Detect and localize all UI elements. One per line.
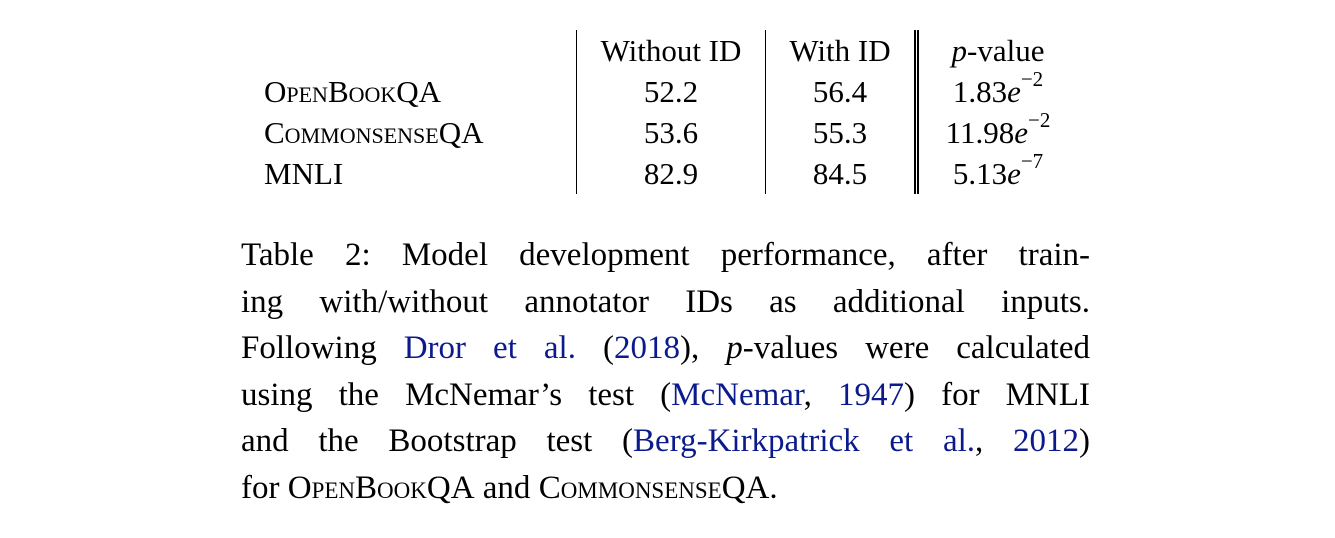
caption-text: ( [575,330,614,366]
p-mantissa: 1.83 [952,74,1008,109]
citation-berg-kirkpatrick-year[interactable]: 2012 [1013,423,1080,459]
caption-line: ing with/without annotator IDs as additi… [241,283,1090,320]
p-value: 11.98e−2 [914,110,1077,153]
p-exponent: −7 [1020,149,1044,173]
caption-text: using the McNemar’s test ( [241,376,672,413]
caption-line: and the Bootstrap test (Berg-Kirkpatrick… [241,418,1090,465]
citation-mcnemar-author[interactable]: McNemar [671,376,804,413]
with-id-value: 56.4 [765,71,917,112]
header-p-symbol: p [951,33,968,68]
caption-line: for OpenBookQA and CommonsenseQA. [241,465,1090,512]
header-p-suffix: -value [967,33,1045,68]
header-with-id: With ID [765,30,917,71]
p-base: e [1007,156,1021,191]
caption-text: and [474,469,539,506]
dataset-name: CommonsenseQA [264,115,484,150]
caption-text: , [975,423,1014,459]
p-symbol: p [726,330,743,366]
citation-dror-author[interactable]: Dror et al. [403,330,576,366]
table-header-row: Without ID With ID p-value [258,30,1077,71]
p-base: e [1007,74,1021,109]
caption-text: for [241,469,288,506]
caption-text: , [803,376,838,413]
p-value: 5.13e−7 [914,151,1077,194]
caption-line: Following Dror et al. (2018), p-values w… [241,325,1090,372]
p-exponent: −2 [1028,108,1051,132]
table-row: OpenBookQA 52.2 56.4 1.83e−2 [258,69,1077,112]
caption-text: and the Bootstrap test ( [241,423,634,459]
caption-line: using the McNemar’s test (McNemar, 1947)… [241,372,1090,419]
without-id-value: 53.6 [576,112,766,153]
dataset-name: CommonsenseQA [538,469,770,506]
without-id-value: 52.2 [576,71,766,112]
dataset-name: OpenBookQA [264,74,442,109]
caption-text: ) [1079,423,1091,459]
citation-berg-kirkpatrick-author[interactable]: Berg-Kirkpatrick et al. [633,423,976,459]
caption-line: Table 2: Model development performance, … [241,237,1090,273]
with-id-value: 55.3 [765,112,917,153]
p-mantissa: 11.98 [945,115,1015,150]
citation-mcnemar-year[interactable]: 1947 [837,376,904,413]
table-row: CommonsenseQA 53.6 55.3 11.98e−2 [258,110,1077,153]
p-exponent: −2 [1020,67,1044,91]
p-mantissa: 5.13 [952,156,1008,191]
caption-text: -values were calculated [742,330,1090,366]
with-id-value: 84.5 [765,153,917,194]
citation-dror-year[interactable]: 2018 [614,330,680,366]
p-value: 1.83e−2 [914,69,1077,112]
dataset-name: MNLI [264,156,344,191]
dataset-name: OpenBookQA [287,469,475,506]
caption-text: ), [680,330,727,366]
table-caption: Table 2: Model development performance, … [241,232,1090,511]
header-without-id: Without ID [576,30,766,71]
without-id-value: 82.9 [576,153,766,194]
caption-text: ) for MNLI [903,376,1090,413]
table-row: MNLI 82.9 84.5 5.13e−7 [258,151,1077,194]
caption-text: . [769,469,778,506]
p-base: e [1014,115,1029,150]
results-table: Without ID With ID p-value OpenBookQA 52… [258,30,1077,194]
caption-text: Following [241,330,404,366]
header-p-value: p-value [914,30,1077,71]
header-dataset [258,30,577,71]
